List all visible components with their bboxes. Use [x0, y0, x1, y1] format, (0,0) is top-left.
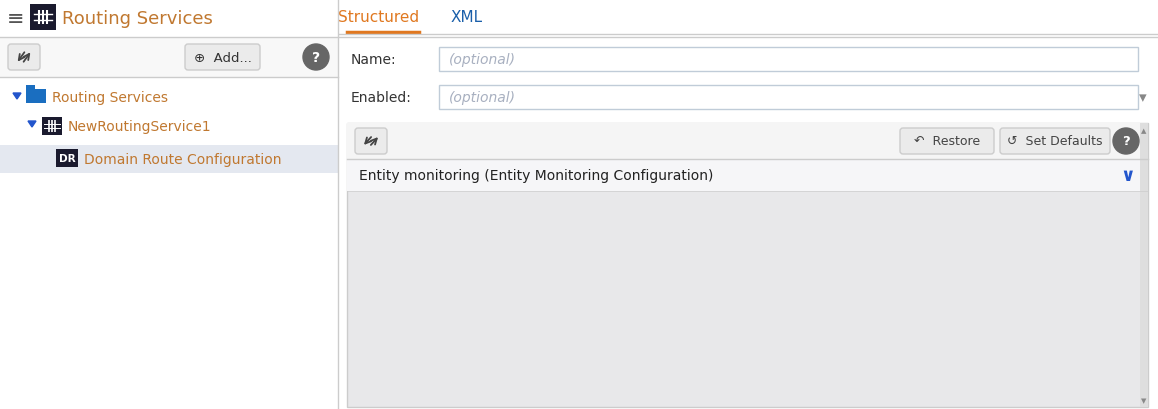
- FancyBboxPatch shape: [56, 150, 78, 168]
- FancyBboxPatch shape: [439, 86, 1138, 110]
- FancyBboxPatch shape: [900, 129, 994, 155]
- Text: Routing Services: Routing Services: [52, 91, 168, 105]
- FancyBboxPatch shape: [0, 38, 338, 78]
- Polygon shape: [28, 122, 36, 128]
- Text: ↶  Restore: ↶ Restore: [914, 135, 980, 148]
- Text: ≡: ≡: [7, 9, 24, 29]
- Text: ▾: ▾: [1139, 90, 1146, 105]
- FancyBboxPatch shape: [0, 146, 338, 173]
- Text: ▲: ▲: [1142, 128, 1146, 134]
- Text: DR: DR: [59, 154, 75, 164]
- Text: ?: ?: [312, 51, 320, 65]
- Text: ↺  Set Defaults: ↺ Set Defaults: [1007, 135, 1102, 148]
- FancyBboxPatch shape: [0, 0, 1158, 38]
- FancyBboxPatch shape: [347, 124, 1148, 160]
- Text: Enabled:: Enabled:: [351, 91, 412, 105]
- FancyBboxPatch shape: [185, 45, 261, 71]
- FancyBboxPatch shape: [356, 129, 387, 155]
- FancyBboxPatch shape: [25, 90, 46, 104]
- Text: ∨: ∨: [1121, 166, 1135, 184]
- Text: ▼: ▼: [1142, 397, 1146, 403]
- Text: XML: XML: [450, 10, 483, 25]
- FancyBboxPatch shape: [42, 118, 63, 136]
- Text: (optional): (optional): [449, 91, 516, 105]
- FancyBboxPatch shape: [25, 86, 35, 92]
- Text: NewRoutingService1: NewRoutingService1: [68, 120, 212, 134]
- FancyBboxPatch shape: [0, 38, 338, 409]
- FancyBboxPatch shape: [339, 0, 1158, 409]
- Text: ⊕  Add...: ⊕ Add...: [193, 52, 251, 64]
- Text: Routing Services: Routing Services: [63, 10, 213, 28]
- FancyBboxPatch shape: [347, 124, 1148, 407]
- FancyBboxPatch shape: [8, 45, 41, 71]
- FancyBboxPatch shape: [1139, 124, 1148, 407]
- FancyBboxPatch shape: [1001, 129, 1111, 155]
- Text: Structured: Structured: [338, 10, 419, 25]
- Circle shape: [303, 45, 329, 71]
- Text: Domain Route Configuration: Domain Route Configuration: [85, 153, 281, 166]
- FancyBboxPatch shape: [439, 48, 1138, 72]
- Text: (optional): (optional): [449, 53, 516, 67]
- Text: ?: ?: [1122, 135, 1130, 148]
- FancyBboxPatch shape: [25, 90, 35, 94]
- Text: Name:: Name:: [351, 53, 397, 67]
- Circle shape: [1113, 129, 1139, 155]
- Text: Entity monitoring (Entity Monitoring Configuration): Entity monitoring (Entity Monitoring Con…: [359, 169, 713, 182]
- Polygon shape: [13, 94, 21, 100]
- FancyBboxPatch shape: [30, 5, 56, 31]
- FancyBboxPatch shape: [347, 160, 1148, 191]
